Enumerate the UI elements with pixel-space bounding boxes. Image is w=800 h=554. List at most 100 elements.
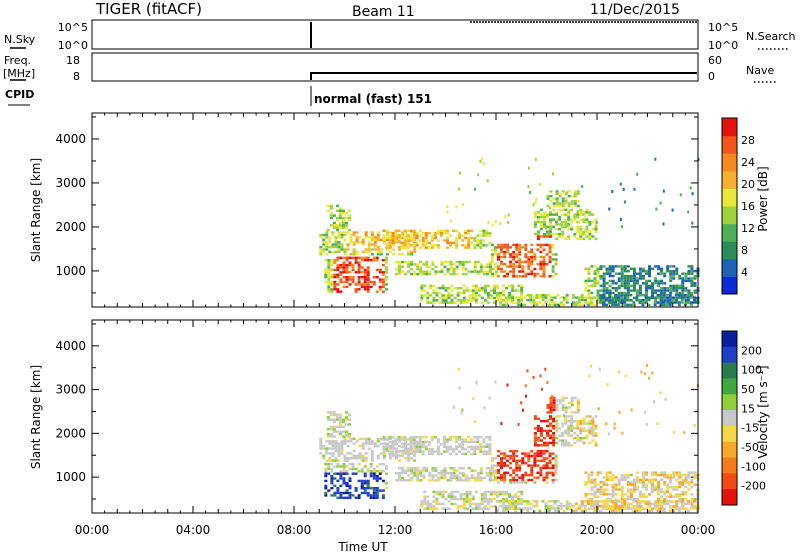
- velocity-cell: [605, 478, 609, 481]
- velocity-cell: [348, 479, 352, 483]
- velocity-cell: [488, 479, 492, 482]
- power-cell: [338, 214, 342, 217]
- power-cell: [570, 225, 574, 228]
- velocity-cell: [536, 459, 540, 462]
- power-cell: [459, 287, 463, 290]
- velocity-cell: [433, 450, 437, 453]
- velocity-cell: [608, 500, 612, 503]
- power-cell: [461, 244, 465, 247]
- velocity-cell: [514, 509, 518, 513]
- velocity-cell: [330, 467, 334, 471]
- power-cell: [503, 275, 507, 278]
- velocity-cell: [330, 462, 334, 466]
- power-cell: [614, 265, 618, 268]
- power-cell: [567, 215, 571, 219]
- velocity-cell: [497, 471, 500, 474]
- velocity-cell: [552, 434, 556, 437]
- velocity-cell: [334, 440, 338, 443]
- velocity-cell: [591, 429, 595, 432]
- velocity-cell: [505, 509, 509, 513]
- power-cell: [360, 266, 364, 269]
- power-cell: [690, 267, 694, 270]
- power-cell: [626, 289, 630, 292]
- power-cell: [561, 230, 565, 233]
- velocity-cell: [596, 490, 600, 494]
- power-cell: [400, 246, 404, 249]
- power-cell: [545, 243, 549, 247]
- velocity-cell: [436, 445, 440, 448]
- velocity-cell: [558, 427, 562, 430]
- power-cell: [675, 272, 679, 275]
- velocity-colorbar-swatch: [722, 362, 737, 379]
- power-cell: [345, 221, 348, 225]
- velocity-cell: [467, 476, 471, 480]
- velocity-cell: [579, 439, 583, 442]
- velocity-cell: [555, 399, 559, 402]
- power-cell: [552, 208, 556, 212]
- power-cell: [602, 291, 606, 295]
- power-cell: [485, 234, 489, 237]
- power-cell: [329, 224, 333, 227]
- power-cell: [524, 246, 528, 249]
- power-cell: [455, 265, 459, 268]
- velocity-cell: [529, 507, 533, 510]
- power-cell: [594, 237, 598, 241]
- power-cell: [432, 296, 436, 300]
- velocity-cell: [656, 502, 660, 505]
- power-cell: [638, 274, 642, 278]
- power-cell: [322, 233, 326, 237]
- power-cell: [427, 241, 431, 245]
- power-cell: [500, 246, 503, 249]
- power-cell: [382, 241, 386, 245]
- velocity-cell: [388, 452, 392, 456]
- velocity-cell: [549, 406, 553, 409]
- velocity-cell: [497, 462, 500, 465]
- power-cell: [325, 231, 329, 234]
- power-cell: [494, 253, 497, 256]
- velocity-cell: [502, 490, 506, 494]
- velocity-cell: [415, 445, 419, 448]
- power-cell: [506, 246, 510, 249]
- power-cell: [623, 298, 627, 302]
- velocity-cell: [455, 476, 459, 480]
- velocity-cell: [561, 444, 565, 447]
- power-cell: [331, 245, 335, 249]
- velocity-cell: [352, 442, 356, 445]
- power-cell: [333, 285, 337, 289]
- velocity-cell: [548, 454, 552, 458]
- velocity-cell: [562, 504, 566, 508]
- velocity-cell: [429, 502, 433, 506]
- power-cell: [599, 299, 603, 302]
- velocity-cell: [577, 507, 581, 510]
- velocity-cell: [381, 496, 385, 499]
- velocity-cell: [606, 383, 609, 387]
- velocity-cell: [331, 442, 335, 445]
- velocity-cell: [540, 387, 543, 391]
- velocity-cell: [382, 452, 386, 455]
- power-cell: [693, 284, 697, 287]
- power-cell: [617, 287, 621, 290]
- velocity-cell: [539, 466, 543, 470]
- power-cell: [552, 218, 556, 221]
- velocity-cell: [542, 450, 546, 453]
- power-cell: [571, 294, 575, 297]
- power-cell: [599, 265, 603, 268]
- velocity-cell: [666, 485, 670, 489]
- power-cell: [332, 224, 336, 227]
- velocity-cell: [455, 469, 459, 472]
- velocity-cell: [586, 500, 590, 503]
- power-cell: [553, 301, 557, 304]
- velocity-cell: [533, 452, 537, 455]
- velocity-cell: [533, 444, 537, 447]
- power-cell: [660, 279, 664, 283]
- power-cell: [388, 250, 392, 254]
- power-cell: [449, 268, 453, 271]
- power-cell: [499, 303, 502, 307]
- power-cell: [366, 278, 370, 281]
- velocity-cell: [648, 481, 651, 484]
- power-cell: [363, 280, 367, 284]
- velocity-cell: [556, 504, 560, 508]
- power-cell: [335, 209, 339, 212]
- velocity-cell: [567, 444, 571, 447]
- power-cell: [660, 291, 664, 295]
